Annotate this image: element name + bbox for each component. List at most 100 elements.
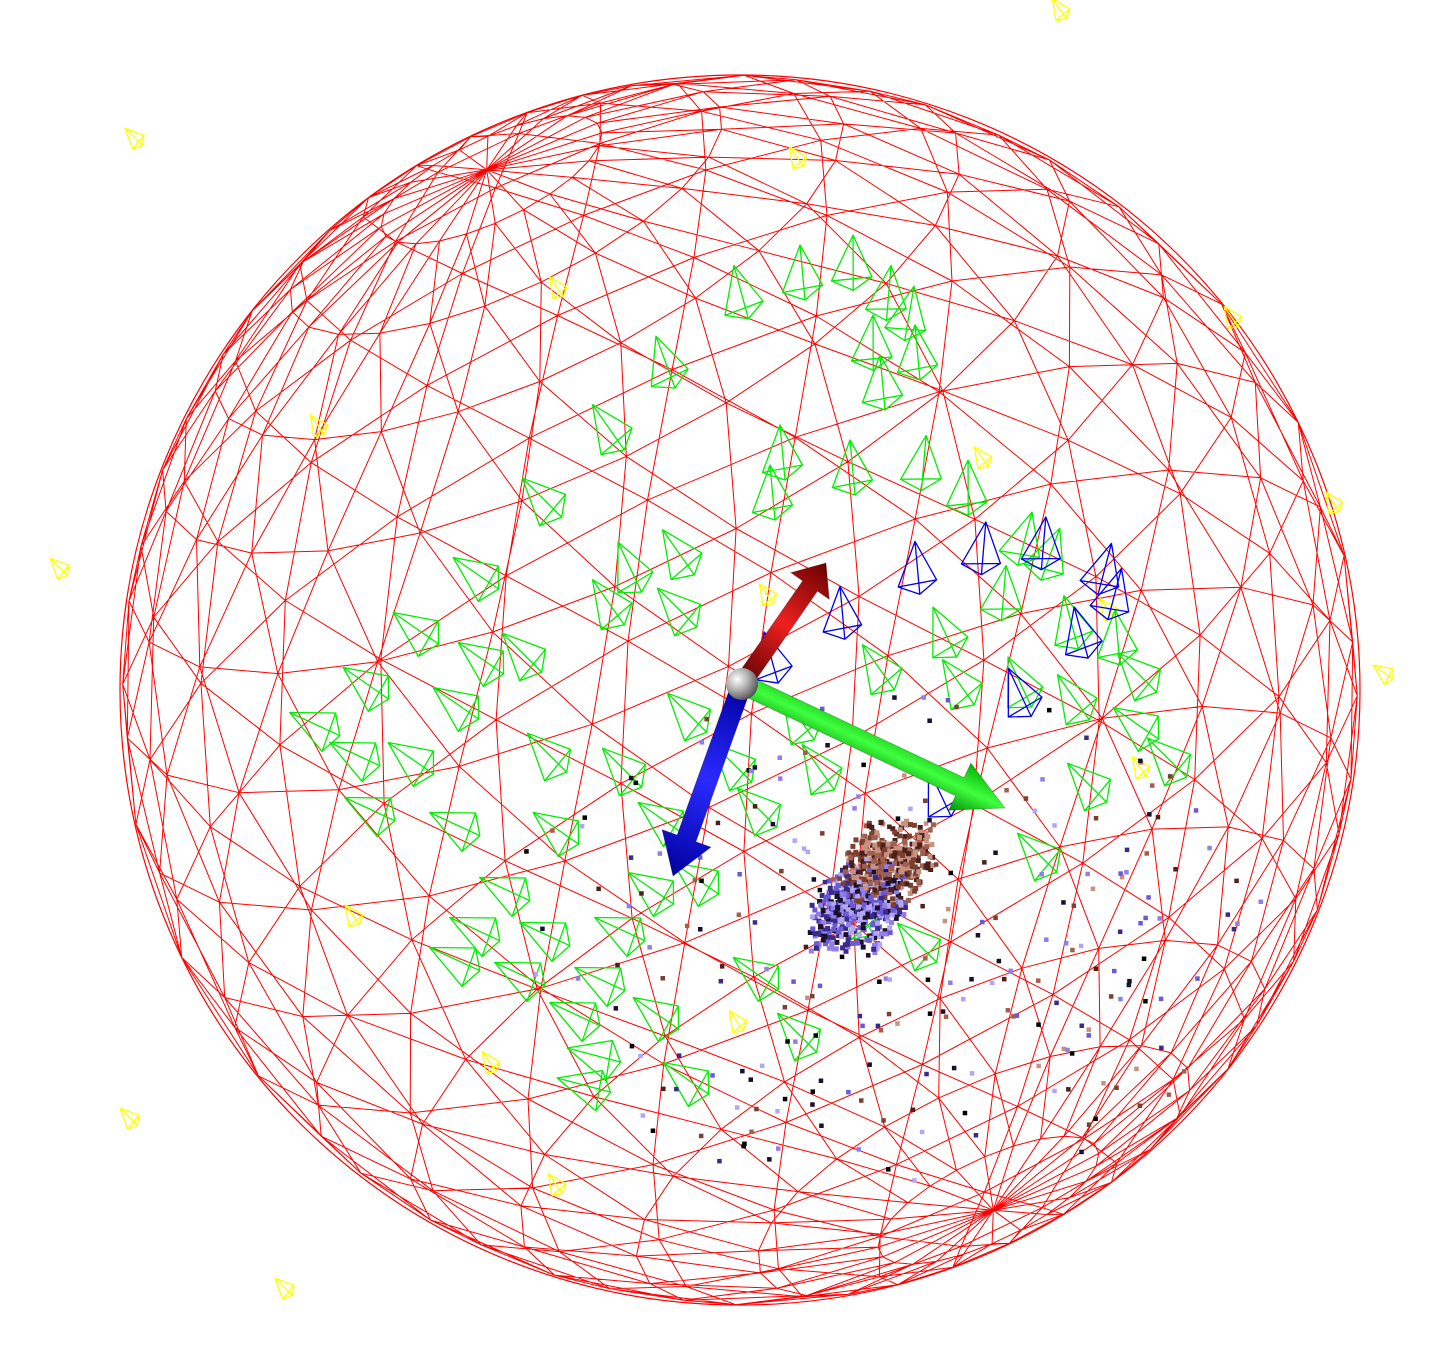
camera-frustum-outer (1324, 491, 1344, 515)
camera-frustum-inner (479, 876, 531, 918)
camera-frustum-inner (1116, 652, 1162, 702)
camera-frustum-inner (344, 796, 396, 838)
camera-frustum-inner (1023, 527, 1064, 581)
camera-frustum-inner (724, 264, 764, 320)
camera-frustum-outer (548, 276, 568, 300)
camera-frustum-inner (1056, 674, 1098, 726)
camera-frustum-inner (998, 511, 1041, 567)
camera-frustum-inner (945, 459, 988, 517)
camera-frustum-outer (344, 904, 364, 928)
camera-frustum-inner (1066, 762, 1112, 812)
camera-frustum-inner (850, 314, 893, 372)
camera-frustum-inner (591, 579, 633, 631)
camera-frustum-inner (574, 966, 626, 1008)
camera-frustum-inner (932, 606, 969, 659)
camera-frustum-selected (822, 585, 863, 640)
camera-frustum-inner (831, 439, 874, 496)
camera-frustum-inner (432, 686, 480, 733)
camera-frustum-inner (549, 1001, 601, 1043)
camera-frustum-inner (1146, 737, 1192, 787)
camera-frustum-outer (481, 1051, 501, 1075)
camera-frustum-selected (960, 521, 1002, 576)
camera-frustum-inner (519, 921, 571, 963)
camera-frustum-inner (329, 741, 381, 783)
x-axis-arrow[interactable] (723, 550, 845, 698)
camera-frustum-outer (309, 414, 329, 438)
camera-frustum-inner (526, 732, 572, 782)
camera-frustum-inner (711, 742, 757, 792)
selected-camera-frustums (754, 516, 1130, 818)
camera-frustum-inner (732, 956, 780, 1003)
camera-frustum-inner (594, 916, 646, 958)
camera-frustum-inner (861, 644, 903, 696)
camera-frustum-outer (547, 1173, 567, 1197)
sphere-wireframe-edges (122, 74, 1358, 1306)
sphere-silhouette (119, 74, 1361, 1306)
camera-frustum-inner (884, 285, 927, 342)
camera-frustum-inner (532, 811, 580, 858)
camera-frustum-inner (662, 1061, 710, 1108)
camera-frustum-inner (661, 529, 703, 581)
outer-camera-frustums (49, 0, 1394, 1300)
camera-frustum-outer (788, 146, 808, 170)
camera-frustum-outer (1051, 0, 1071, 22)
camera-frustum-inner (761, 424, 804, 481)
camera-frustum-inner (591, 404, 633, 456)
camera-frustum-selected (897, 540, 938, 595)
camera-frustum-inner (452, 556, 500, 603)
camera-frustum-inner (979, 564, 1022, 622)
camera-frustum-selected (1079, 542, 1120, 596)
y-axis-arrow[interactable] (731, 660, 1016, 831)
camera-frustum-inner (1112, 706, 1160, 753)
camera-frustum-outer (1223, 306, 1243, 330)
camera-frustum-inner (751, 464, 794, 521)
camera-frustum-selected (1064, 606, 1103, 659)
point-cloud (524, 695, 1263, 1183)
wireframe-sphere (119, 74, 1361, 1306)
camera-frustum-selected (1089, 567, 1130, 621)
camera-frustum-inner (617, 541, 654, 594)
axis-gizmo[interactable] (649, 550, 1017, 885)
camera-frustum-inner (449, 916, 501, 958)
camera-frustum-inner (494, 961, 546, 1003)
camera-frustum-inner (457, 641, 505, 688)
camera-frustum-outer (1131, 756, 1151, 780)
camera-frustum-outer (1372, 664, 1394, 686)
camera-frustum-inner (566, 1039, 622, 1082)
camera-frustum-inner (521, 477, 567, 527)
camera-frustum-inner (801, 744, 843, 796)
camera-frustum-selected (1020, 516, 1062, 571)
camera-frustum-inner (656, 587, 702, 637)
camera-frustum-inner (861, 354, 904, 411)
camera-frustum-inner (429, 946, 481, 988)
z-axis-arrow[interactable] (649, 675, 767, 885)
camera-frustum-selected (927, 767, 963, 818)
camera-frustum-outer (119, 1107, 140, 1130)
camera-frustum-inner (342, 666, 390, 713)
camera-frustum-inner (1016, 832, 1062, 882)
camera-frustum-outer (973, 446, 993, 470)
camera-frustum-inner (899, 434, 942, 492)
camera-frustum-outer (758, 583, 778, 607)
camera-frustum-inner (896, 922, 942, 972)
camera-frustum-inner (387, 741, 435, 788)
camera-frustum-inner (666, 692, 712, 742)
camera-frustum-inner (1007, 656, 1044, 709)
camera-frustum-inner (601, 747, 647, 797)
camera-frustum-outer (49, 557, 70, 580)
camera-frustum-inner (941, 659, 983, 711)
camera-frustum-outer (728, 1010, 748, 1034)
camera-frustum-inner (392, 611, 440, 658)
camera-frustum-inner (650, 335, 689, 389)
axis-origin-sphere[interactable] (726, 668, 758, 700)
camera-frustum-selected (1007, 667, 1043, 718)
camera-frustum-inner (429, 811, 481, 853)
camera-frustum-inner (864, 264, 907, 322)
camera-frustum-inner (781, 244, 824, 301)
camera-frustum-inner (501, 632, 547, 682)
camera-frustum-inner (896, 324, 939, 381)
camera-frustum-inner (627, 871, 675, 918)
inner-camera-frustums (289, 234, 1192, 1112)
camera-frustum-inner (289, 711, 341, 753)
